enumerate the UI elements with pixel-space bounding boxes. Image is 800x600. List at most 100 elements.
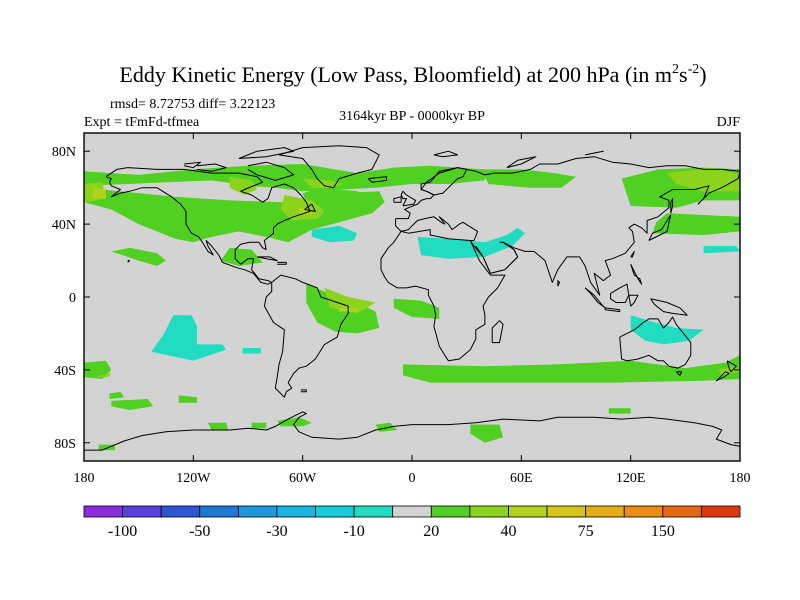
coastline-newfoundland: [304, 203, 316, 212]
coastlines: [84, 145, 740, 451]
colorbar-bin-8: [392, 505, 432, 518]
anomaly-region-6: [111, 247, 166, 266]
coastline-sakhalin: [670, 198, 674, 214]
coastline-taiwan: [630, 250, 635, 258]
colorbar: -100 -50 -30 -10 20 40 75 150: [83, 505, 741, 540]
coastline-north-america: [105, 167, 311, 285]
colorbar-bin-13: [585, 505, 625, 518]
colorbar-bin-14: [623, 505, 664, 518]
coastline-novaya-zemlya: [506, 156, 537, 169]
colorbar-label-2: -30: [266, 523, 287, 540]
coastline-ireland: [393, 196, 402, 203]
y-tick-label-3: 40S: [54, 364, 76, 379]
x-tick-label-4: 60E: [510, 471, 533, 486]
coastline-arabia: [475, 241, 519, 274]
colorbar-bin-9: [430, 505, 471, 518]
y-tick-label-4: 80S: [54, 437, 76, 452]
colorbar-label-0: -100: [108, 523, 137, 540]
coastline-japan: [648, 214, 672, 241]
y-axis: 80N 40N 0 40S 80S: [52, 145, 740, 452]
coastline-borneo: [610, 283, 630, 303]
coastline-falklands: [300, 389, 307, 393]
anomaly-region-26: [324, 287, 376, 314]
stats-label: rmsd= 8.72753 diff= 3.22123: [110, 97, 275, 112]
coastline-britain: [400, 190, 417, 207]
colorbar-bin-11: [508, 505, 548, 518]
anomaly-region-35: [703, 246, 740, 254]
y-tick-label-0: 80N: [52, 145, 76, 160]
anomaly-region-37: [242, 348, 261, 354]
anomaly-region-27: [667, 167, 740, 192]
coastline-baffin: [247, 161, 295, 181]
anomaly-region-24: [280, 195, 325, 221]
coastline-svalbard: [433, 150, 459, 158]
colorbar-bin-5: [276, 505, 316, 518]
colorbar-label-7: 150: [651, 523, 675, 540]
anomaly-region-18: [375, 422, 398, 432]
coastline-banks: [184, 161, 202, 169]
colorbar-bin-4: [237, 505, 278, 518]
experiment-label: Expt = tFmFd-tfmea: [84, 115, 200, 130]
anomaly-region-36: [151, 315, 227, 361]
x-tick-label-2: 60W: [289, 471, 317, 486]
x-tick-label-3: 0: [409, 471, 416, 486]
colorbar-label-3: -10: [343, 523, 364, 540]
coastline-africa: [380, 229, 506, 362]
coastline-new-guinea: [650, 298, 688, 316]
colorbar-bin-12: [546, 505, 587, 518]
anomaly-region-29: [98, 373, 112, 378]
colorbar-bin-0: [83, 505, 123, 518]
anomaly-region-16: [251, 422, 267, 429]
x-axis: 180 120W 60W 0 60E 120E 180: [74, 133, 751, 486]
coastline-philippines: [630, 263, 643, 285]
coastline-sulawesi: [628, 294, 639, 307]
y-tick-label-2: 0: [69, 291, 76, 306]
colorbar-label-1: -50: [189, 523, 210, 540]
colorbar-bin-15: [662, 505, 702, 518]
anomaly-region-15: [207, 422, 228, 430]
colorbar-label-5: 40: [500, 523, 516, 540]
colorbar-bin-10: [469, 505, 509, 518]
coastline-hawaii: [127, 260, 131, 263]
x-tick-label-6: 180: [730, 471, 751, 486]
coastline-java: [604, 307, 621, 313]
coastline-madagascar: [491, 320, 504, 344]
coastline-greenland: [278, 145, 380, 189]
anomaly-region-14: [109, 391, 125, 399]
anomaly-region-4: [652, 213, 740, 235]
coastline-ellesmere: [238, 147, 295, 159]
x-tick-label-1: 120W: [176, 471, 211, 486]
colorbar-bin-3: [199, 505, 239, 518]
x-tick-label-5: 120E: [616, 471, 646, 486]
anomaly-region-31: [299, 207, 312, 215]
map-panel: 180 120W 60W 0 60E 120E 180 80N 40N 0 40S 80S: [52, 132, 751, 486]
colorbar-bin-7: [353, 505, 394, 518]
coastline-new-zealand-s: [715, 371, 730, 382]
anomaly-region-2: [302, 187, 376, 212]
anomaly-region-33: [311, 225, 358, 243]
season-label: DJF: [717, 115, 741, 130]
coastline-antarctica: [84, 411, 740, 451]
anomaly-region-11: [402, 355, 740, 383]
chart-title: Eddy Kinetic Energy (Low Pass, Bloomfiel…: [119, 62, 706, 87]
colorbar-bin-16: [701, 505, 741, 518]
anomaly-region-25: [302, 178, 343, 188]
anomaly-regions: [84, 164, 740, 451]
colorbar-bin-2: [160, 505, 201, 518]
anomaly-region-23: [229, 176, 258, 195]
anomaly-region-20: [608, 408, 631, 414]
coastline-tasmania: [675, 371, 683, 376]
anomaly-region-13: [178, 395, 197, 403]
coastline-eurasia: [395, 156, 740, 296]
colorbar-bin-1: [122, 505, 162, 518]
anomaly-region-12: [111, 399, 154, 410]
coastline-australia: [619, 316, 692, 369]
coastline-iceland: [367, 176, 387, 183]
coastline-hispaniola: [277, 261, 287, 265]
anomaly-region-17: [277, 417, 312, 427]
anomaly-region-9: [393, 298, 440, 319]
anomaly-region-30: [93, 187, 106, 199]
coastline-new-zealand-n: [726, 360, 737, 373]
coastline-sri-lanka: [557, 280, 561, 287]
